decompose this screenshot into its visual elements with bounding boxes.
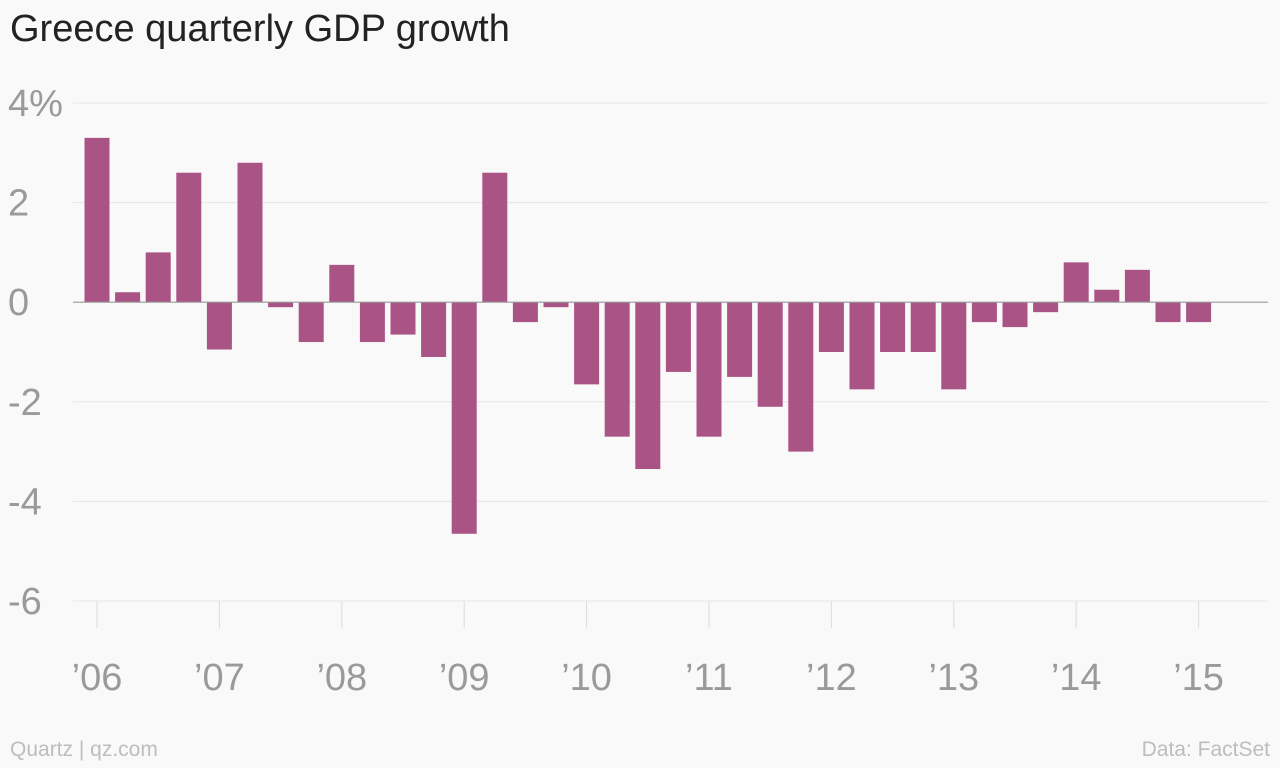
x-tick-label: ’13: [928, 657, 979, 699]
bar: [1002, 302, 1028, 328]
x-tick-label: ’10: [561, 657, 612, 699]
bar: [176, 172, 202, 303]
bar: [1033, 302, 1059, 313]
bar: [1124, 269, 1150, 303]
bar: [604, 302, 630, 437]
x-tick-label: ’12: [806, 657, 857, 699]
bar: [574, 302, 600, 385]
x-tick-label: ’08: [316, 657, 367, 699]
y-tick-label: 2: [8, 183, 29, 225]
x-tick-label: ’06: [72, 657, 123, 699]
bar: [696, 302, 722, 437]
y-axis-tick-labels: 4% 2 0 -2 -4 -6: [8, 83, 63, 623]
bars: [84, 137, 1212, 534]
bar: [206, 302, 232, 350]
bar: [727, 302, 753, 377]
bar: [512, 302, 538, 323]
bar: [145, 252, 171, 303]
x-axis-ticks: ’06 ’07 ’08 ’09 ’10 ’11 ’12 ’13 ’14 ’15: [72, 601, 1224, 699]
bar: [757, 302, 783, 407]
bar: [84, 137, 110, 303]
chart-title: Greece quarterly GDP growth: [10, 8, 510, 50]
y-tick-label: 0: [8, 282, 29, 324]
bar: [971, 302, 997, 323]
x-tick-label: ’15: [1173, 657, 1224, 699]
x-tick-label: ’14: [1051, 657, 1102, 699]
bar: [359, 302, 385, 343]
bar: [543, 302, 569, 308]
bar: [788, 302, 814, 452]
bar: [941, 302, 967, 390]
y-tick-label: -2: [8, 382, 42, 424]
bar: [665, 302, 691, 372]
bar: [115, 292, 141, 303]
bar: [390, 302, 416, 335]
bar: [1094, 289, 1120, 303]
bar: [818, 302, 844, 352]
bar: [421, 302, 447, 357]
y-tick-label: -6: [8, 581, 42, 623]
y-tick-label: -4: [8, 481, 42, 523]
bar: [910, 302, 936, 352]
grid-lines: [73, 102, 1268, 602]
bar: [635, 302, 661, 470]
source-factset: Data: FactSet: [1141, 738, 1270, 761]
bar: [329, 264, 355, 303]
bar: [1155, 302, 1181, 323]
bar: [880, 302, 906, 352]
x-tick-label: ’07: [194, 657, 245, 699]
bar: [451, 302, 477, 534]
bar: [1186, 302, 1212, 323]
bar: [268, 302, 294, 308]
bar: [1063, 262, 1089, 303]
bar: [237, 162, 263, 303]
source-quartz: Quartz | qz.com: [10, 738, 158, 761]
y-tick-label: 4%: [8, 83, 63, 125]
bar: [482, 172, 508, 303]
bar: [849, 302, 875, 390]
x-tick-label: ’09: [439, 657, 490, 699]
bar: [298, 302, 324, 343]
x-tick-label: ’11: [685, 657, 733, 699]
